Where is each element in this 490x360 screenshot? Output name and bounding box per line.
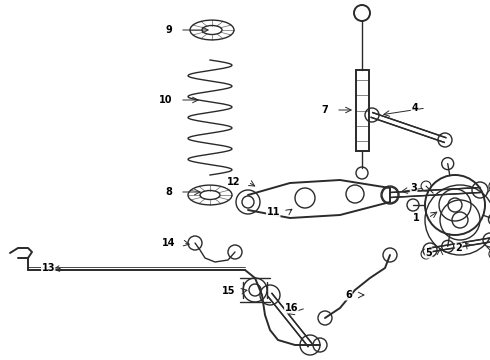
Text: 9: 9 <box>165 25 172 35</box>
Text: 8: 8 <box>165 187 172 197</box>
Text: 7: 7 <box>321 105 328 115</box>
Ellipse shape <box>200 190 220 199</box>
Text: 16: 16 <box>285 303 298 313</box>
Text: 3: 3 <box>410 183 417 193</box>
Text: 14: 14 <box>162 238 175 248</box>
Text: 1: 1 <box>413 213 420 223</box>
Ellipse shape <box>188 185 232 205</box>
Ellipse shape <box>190 20 234 40</box>
Polygon shape <box>390 188 480 198</box>
Polygon shape <box>371 113 446 142</box>
Text: 4: 4 <box>411 103 418 113</box>
Polygon shape <box>268 293 312 347</box>
Text: 15: 15 <box>221 286 235 296</box>
Bar <box>356 70 368 151</box>
Text: 10: 10 <box>158 95 172 105</box>
Text: 2: 2 <box>455 243 462 253</box>
Text: 11: 11 <box>267 207 280 217</box>
Polygon shape <box>430 238 490 252</box>
Text: 5: 5 <box>425 248 432 258</box>
Text: 12: 12 <box>226 177 240 187</box>
Ellipse shape <box>202 26 222 35</box>
Text: 13: 13 <box>42 263 55 273</box>
Text: 6: 6 <box>345 290 352 300</box>
